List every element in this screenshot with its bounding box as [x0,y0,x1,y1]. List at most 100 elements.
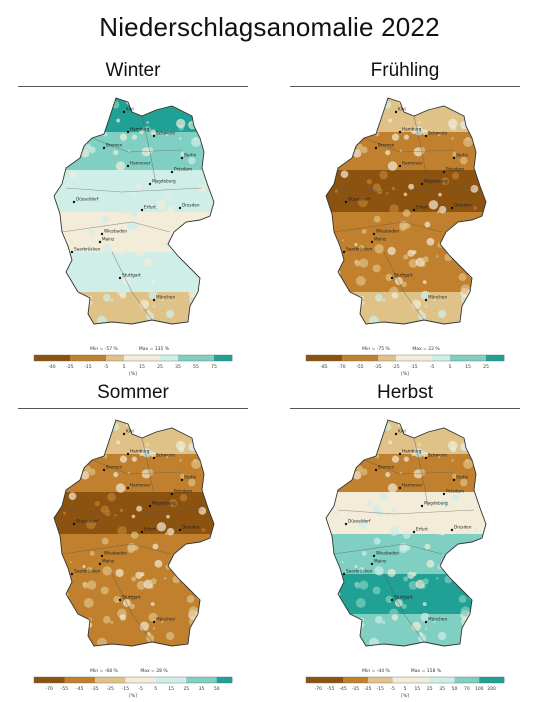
colorbar-tick-label: 25 [157,364,163,370]
state-border [337,509,475,515]
anomaly-speck [357,519,368,530]
anomaly-speck [394,599,403,607]
anomaly-speck [385,471,391,478]
anomaly-speck [131,192,136,197]
anomaly-speck [125,98,135,106]
state-border [413,437,429,507]
anomaly-speck [403,134,409,140]
anomaly-speck [432,298,436,302]
anomaly-speck [326,485,332,493]
anomaly-speck [160,298,164,302]
city-marker [390,276,394,280]
anomaly-speck [169,177,178,186]
anomaly-speck [191,459,201,470]
colorbar-tick-label: 5 [154,686,157,692]
colorbar-tick-label: -45 [339,686,346,692]
anomaly-speck [193,136,198,141]
anomaly-speck [436,577,439,580]
city-label: Erfurt [144,205,156,210]
anomaly-speck [80,149,90,158]
colorbar-segment [178,355,197,361]
anomaly-speck [119,455,128,463]
anomaly-speck [201,101,210,110]
colorbar-tick-label: 15 [168,686,174,692]
colorbar-frame [305,676,505,684]
city-label: Dresden [454,203,472,208]
colorbar-segment [324,355,343,361]
state-border [141,437,157,507]
anomaly-speck [452,151,458,157]
city-marker [412,208,416,212]
anomaly-speck [193,458,198,463]
anomaly-speck [58,158,65,165]
anomaly-speck [143,579,153,589]
city-label: Kiel [398,429,406,434]
colorbar-tick-label: 35 [199,686,205,692]
anomaly-speck [473,541,481,549]
anomaly-speck [340,143,347,151]
anomaly-speck [397,420,407,428]
anomaly-speck [88,468,96,476]
anomaly-speck [359,580,369,590]
anomaly-region [54,170,214,212]
max-value-label: Max = 22 % [412,346,440,352]
anomaly-speck [355,598,366,608]
anomaly-speck [375,293,383,302]
anomaly-speck [408,258,418,268]
colorbar-tick-label: 75 [211,364,217,370]
colorbar-segment [64,677,80,683]
colorbar-tick-label: -5 [390,686,395,692]
anomaly-speck [379,170,388,180]
city-marker [98,240,102,244]
colorbar-tick-label: 70 [464,686,470,692]
anomaly-speck [69,239,72,242]
anomaly-speck [143,257,153,267]
anomaly-speck [469,420,473,424]
min-value-label: Min = -68 % [90,668,118,674]
anomaly-speck [127,149,131,153]
anomaly-speck [139,129,144,135]
anomaly-speck [115,161,126,171]
anomaly-speck [152,627,155,630]
anomaly-region [326,492,486,534]
colorbar-tick-label: 25 [183,686,189,692]
colorbar-legend: -40 -25 -15 -5 5 15 25 35 55 75 Min = -57 % Max = 1… [26,346,240,380]
anomaly-speck [422,451,429,458]
anomaly-speck [160,620,164,624]
city-label: Magdeburg [424,501,448,506]
city-label: Saarbrücken [346,569,373,574]
anomaly-speck [83,598,94,608]
state-border [91,137,183,153]
anomaly-speck [437,133,441,137]
anomaly-speck [340,465,347,473]
anomaly-speck [179,459,182,462]
anomaly-speck [103,615,111,624]
anomaly-speck [411,129,416,135]
city-label: Magdeburg [152,179,176,184]
anomaly-speck [129,603,135,610]
anomaly-speck [165,133,169,137]
anomaly-speck [101,421,104,424]
anomaly-speck [341,239,344,242]
city-label: Bremen [106,143,123,148]
colorbar-tick-label: 55 [193,364,199,370]
city-label: Magdeburg [424,179,448,184]
colorbar-tick-label: -25 [364,686,371,692]
colorbar-segment [466,677,480,683]
anomaly-speck [165,210,168,213]
anomaly-speck [69,561,72,564]
state-border [383,251,425,321]
anomaly-speck [85,519,96,530]
colorbar-tick-label: -35 [91,686,98,692]
anomaly-speck [131,576,137,582]
anomaly-speck [428,200,439,210]
anomaly-speck [415,257,425,267]
state-border [111,251,153,321]
anomaly-speck [328,268,337,277]
anomaly-speck [341,463,350,471]
anomaly-speck [195,592,204,601]
state-border [91,459,183,475]
anomaly-speck [458,560,466,568]
anomaly-speck [474,590,480,597]
city-marker [450,528,454,532]
